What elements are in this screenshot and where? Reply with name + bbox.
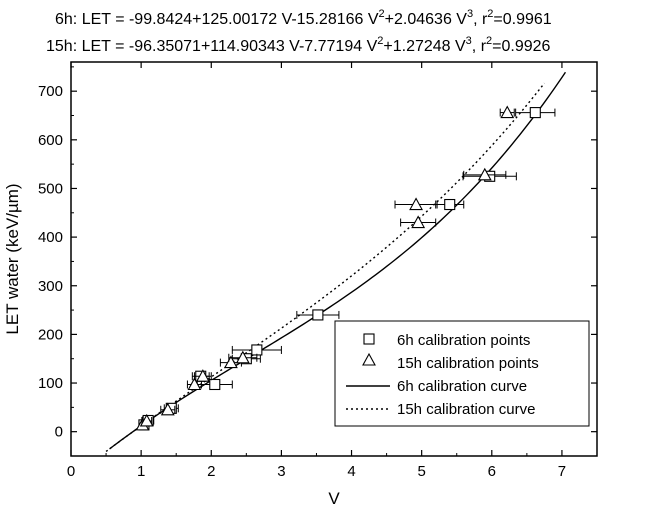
x-tick-label-1: 1 — [137, 463, 145, 480]
square-marker — [312, 309, 324, 321]
point-15h-4 — [193, 369, 212, 382]
equation-6h: 6h: LET = -99.8424+125.00172 V-15.28166 … — [55, 8, 552, 28]
triangle-marker — [409, 197, 423, 211]
data-points — [135, 105, 556, 431]
point-6h-7 — [296, 309, 340, 321]
y-tick-label-5: 500 — [38, 180, 63, 197]
square-marker — [444, 198, 456, 211]
triangle-marker — [235, 350, 250, 364]
legend-label-6h-curve: 6h calibration curve — [397, 378, 527, 395]
x-axis-label: V — [328, 489, 340, 508]
y-tick-label-0: 0 — [55, 424, 63, 441]
square-marker — [209, 378, 221, 391]
point-6h-8 — [435, 198, 465, 211]
legend-square-marker — [363, 333, 375, 345]
legend-label-15h-points: 15h calibration points — [397, 355, 539, 372]
triangle-marker — [223, 355, 238, 369]
point-6h-6 — [231, 344, 282, 356]
plot-frame — [70, 61, 598, 457]
x-tick-label-6: 6 — [488, 463, 496, 480]
curve-6h-calibration — [109, 71, 567, 450]
triangle-marker — [500, 105, 515, 119]
point-15h-6 — [228, 350, 258, 364]
triangle-marker — [195, 369, 210, 382]
point-15h-9 — [463, 167, 507, 181]
point-6h-10 — [515, 107, 556, 119]
triangle-marker — [187, 377, 202, 391]
y-tick-label-4: 400 — [38, 229, 63, 246]
x-tick-label-4: 4 — [347, 463, 355, 480]
y-tick-label-7: 700 — [38, 83, 63, 100]
point-15h-3 — [186, 377, 202, 391]
point-15h-1 — [139, 413, 154, 427]
point-6h-4 — [196, 378, 233, 391]
point-15h-8 — [400, 215, 437, 229]
y-tick-label-6: 600 — [38, 132, 63, 149]
x-tick-label-5: 5 — [417, 463, 425, 480]
x-tick-label-7: 7 — [558, 463, 566, 480]
legend-triangle-marker — [362, 352, 376, 366]
legend-label-15h-curve: 15h calibration curve — [397, 401, 535, 418]
axis-ticks — [70, 62, 597, 456]
point-15h-7 — [394, 197, 438, 211]
equation-15h: 15h: LET = -96.35071+114.90343 V-7.77194… — [46, 35, 551, 55]
triangle-marker — [160, 402, 175, 416]
triangle-marker — [477, 167, 492, 181]
y-tick-label-2: 200 — [38, 326, 63, 343]
triangle-marker — [139, 413, 154, 427]
square-marker — [529, 107, 541, 119]
square-marker — [251, 344, 263, 356]
y-tick-labels: 0 100 200 300 400 500 600 700 — [38, 83, 63, 440]
y-tick-label-3: 300 — [38, 278, 63, 295]
x-tick-labels: 0 1 2 3 4 5 6 7 — [67, 463, 566, 480]
point-15h-10 — [499, 105, 515, 119]
legend: 6h calibration points 15h calibration po… — [334, 320, 590, 427]
x-tick-label-3: 3 — [277, 463, 285, 480]
point-15h-2 — [160, 402, 176, 416]
legend-label-6h-points: 6h calibration points — [397, 332, 530, 349]
y-tick-label-1: 100 — [38, 375, 63, 392]
x-tick-label-0: 0 — [67, 463, 75, 480]
triangle-marker — [411, 215, 426, 229]
y-axis-label: LET water (keV/µm) — [3, 183, 22, 334]
x-tick-label-2: 2 — [207, 463, 215, 480]
